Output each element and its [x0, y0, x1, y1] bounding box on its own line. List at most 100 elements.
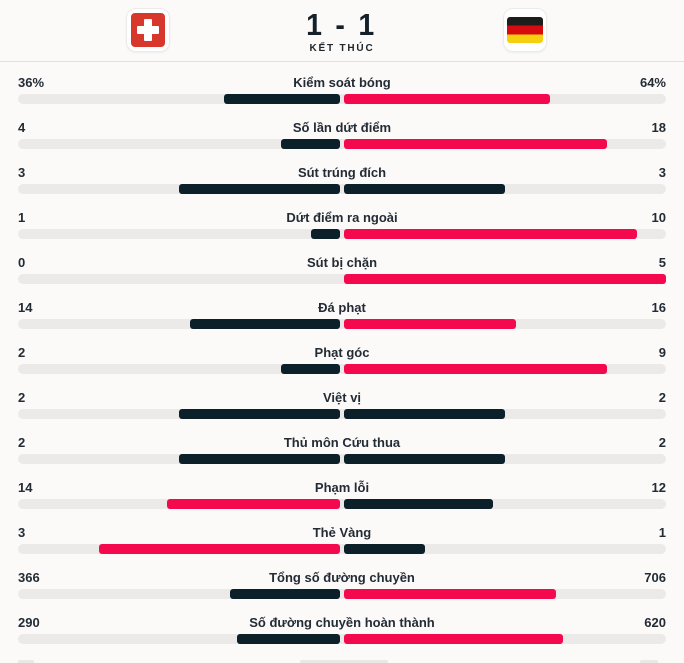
stat-bar-track [18, 364, 666, 374]
stat-label: Việt vị [322, 390, 362, 405]
away-value: 1 [658, 525, 666, 540]
home-value: 4 [18, 120, 26, 135]
away-bar-fill [344, 544, 425, 554]
home-bar-fill [98, 544, 340, 554]
home-bar-fill [237, 634, 340, 644]
away-bar-fill [344, 634, 564, 644]
away-value: 10 [651, 210, 666, 225]
stat-row: 2 Việt vị 2 [18, 383, 666, 428]
score-block: 1 - 1 KẾT THÚC [303, 7, 380, 55]
away-bar-fill [344, 409, 505, 419]
home-value: 3 [18, 165, 26, 180]
away-value: 620 [644, 615, 666, 630]
stat-label: Số lần dứt điểm [292, 120, 392, 135]
home-bar-fill [281, 364, 340, 374]
away-value: 2 [658, 435, 666, 450]
home-bar-fill [166, 499, 340, 509]
stat-bar-track [18, 634, 666, 644]
switzerland-flag-icon [131, 13, 165, 47]
stat-row: 2 Phạt góc 9 [18, 338, 666, 383]
stat-label: Thẻ Vàng [312, 525, 372, 540]
stat-bar-track [18, 139, 666, 149]
stats-list: 36% Kiểm soát bóng 64% 4 Số lần dứt điểm… [0, 62, 684, 653]
stat-bar-track [18, 499, 666, 509]
home-value: 2 [18, 390, 26, 405]
away-value: 16 [651, 300, 666, 315]
stat-label: Sút bị chặn [306, 255, 378, 270]
stat-bar-track [18, 184, 666, 194]
home-bar-fill [230, 589, 340, 599]
stat-label: Số đường chuyền hoàn thành [249, 615, 435, 630]
home-team-flag-card [126, 8, 170, 52]
stat-row: 3 Sút trúng đích 3 [18, 158, 666, 203]
stat-bar-track [18, 409, 666, 419]
stat-row: 14 Phạm lỗi 12 [18, 473, 666, 518]
stat-label: Đá phạt [318, 300, 366, 315]
away-bar-fill [344, 94, 551, 104]
home-value: 2 [18, 345, 26, 360]
stat-bar-track [18, 319, 666, 329]
stat-label: Tổng số đường chuyền [269, 570, 415, 585]
away-bar-fill [344, 319, 516, 329]
stat-row: 290 Số đường chuyền hoàn thành 620 [18, 608, 666, 653]
home-bar-fill [281, 139, 340, 149]
home-bar-fill [310, 229, 340, 239]
stat-row: 366 Tổng số đường chuyền 706 [18, 563, 666, 608]
away-bar-fill [344, 589, 557, 599]
away-bar-fill [344, 499, 493, 509]
stat-row: 4 Số lần dứt điểm 18 [18, 113, 666, 158]
stat-bar-track [18, 589, 666, 599]
clipped-home-value [18, 660, 34, 663]
stat-row: 0 Sút bị chặn 5 [18, 248, 666, 293]
away-bar-fill [344, 229, 637, 239]
away-bar-fill [344, 274, 666, 284]
match-header: 1 - 1 KẾT THÚC [0, 0, 684, 62]
stat-label: Thủ môn Cứu thua [283, 435, 401, 450]
home-value: 3 [18, 525, 26, 540]
away-value: 12 [651, 480, 666, 495]
away-value: 706 [644, 570, 666, 585]
home-value: 36% [18, 75, 45, 90]
home-value: 290 [18, 615, 40, 630]
away-bar-fill [344, 184, 505, 194]
away-value: 5 [658, 255, 666, 270]
stat-label: Dứt điểm ra ngoài [286, 210, 398, 225]
home-bar-fill [189, 319, 340, 329]
home-bar-fill [179, 454, 340, 464]
home-value: 14 [18, 300, 33, 315]
clipped-stat-label [300, 660, 388, 663]
stat-label: Kiểm soát bóng [293, 75, 391, 90]
stat-row: 14 Đá phạt 16 [18, 293, 666, 338]
away-value: 9 [658, 345, 666, 360]
match-score: 1 - 1 [306, 7, 378, 42]
home-value: 14 [18, 480, 33, 495]
match-status: KẾT THÚC [309, 43, 375, 54]
away-value: 3 [658, 165, 666, 180]
clipped-next-row-remnant [0, 657, 684, 663]
home-value: 0 [18, 255, 26, 270]
stat-row: 2 Thủ môn Cứu thua 2 [18, 428, 666, 473]
away-value: 64% [639, 75, 666, 90]
stat-bar-track [18, 274, 666, 284]
stat-label: Phạt góc [314, 345, 370, 360]
away-value: 18 [651, 120, 666, 135]
clipped-away-value [640, 660, 658, 663]
stat-bar-track [18, 229, 666, 239]
stat-row: 36% Kiểm soát bóng 64% [18, 68, 666, 113]
away-bar-fill [344, 139, 608, 149]
stat-row: 1 Dứt điểm ra ngoài 10 [18, 203, 666, 248]
away-value: 2 [658, 390, 666, 405]
stat-row: 3 Thẻ Vàng 1 [18, 518, 666, 563]
home-bar-fill [179, 184, 340, 194]
home-value: 1 [18, 210, 26, 225]
germany-flag-icon [507, 17, 543, 43]
home-value: 366 [18, 570, 40, 585]
stat-bar-track [18, 454, 666, 464]
stat-label: Sút trúng đích [297, 165, 387, 180]
stat-bar-track [18, 544, 666, 554]
home-value: 2 [18, 435, 26, 450]
home-bar-fill [179, 409, 340, 419]
stat-bar-track [18, 94, 666, 104]
swiss-cross-horizontal [137, 26, 159, 34]
away-bar-fill [344, 364, 608, 374]
